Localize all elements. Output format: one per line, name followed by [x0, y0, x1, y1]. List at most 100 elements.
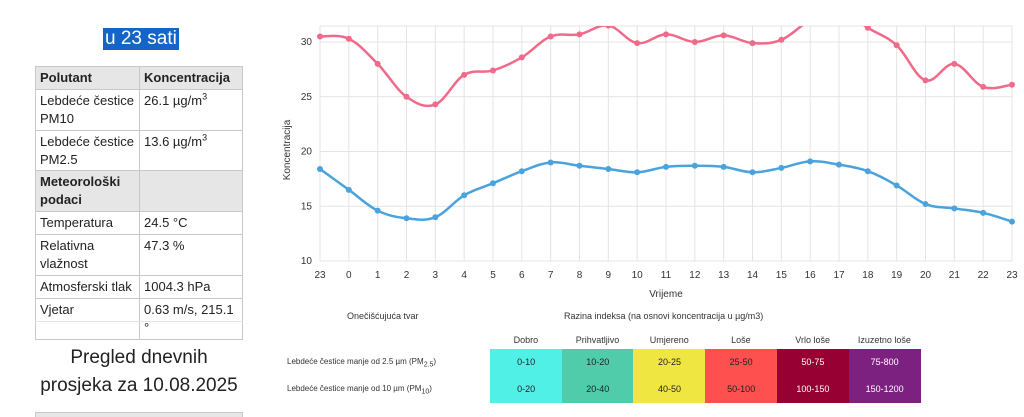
data-point: [1009, 81, 1015, 88]
data-point: [864, 26, 871, 31]
x-tick-label: 13: [718, 270, 730, 281]
y-tick-label: 30: [301, 37, 313, 48]
y-axis-label: Koncentracija: [282, 119, 293, 180]
index-cell: 40-50: [633, 376, 706, 403]
index-header: Razina indeksa (na osnovi koncentracija …: [564, 311, 764, 321]
x-tick-label: 3: [433, 270, 439, 281]
meteo-heading-empty: [139, 170, 243, 212]
index-cell: 0-20: [490, 376, 563, 403]
x-tick-label: 16: [805, 270, 817, 281]
x-tick-label: 23: [314, 270, 326, 281]
data-point: [518, 168, 525, 175]
data-point: [1009, 218, 1015, 225]
data-point: [490, 67, 496, 74]
data-point: [980, 209, 987, 216]
level-header: Izuzetno loše: [857, 335, 911, 345]
data-point: [980, 83, 987, 90]
data-point: [749, 169, 756, 176]
index-cell: 50-75: [776, 349, 849, 376]
meteo-name: Relativna vlažnost: [35, 234, 140, 276]
pollutant-name: Lebdeće čestice PM10: [35, 89, 140, 131]
data-point: [749, 40, 756, 47]
data-point: [922, 77, 929, 84]
index-cell: 10-20: [561, 349, 634, 376]
y-axis-ticks: 10 15 20 25 30: [301, 37, 313, 267]
table-row: Lebdeće čestice PM2.5 13.6 µg/m3: [35, 130, 243, 172]
data-point: [605, 166, 612, 173]
index-cell: 100-150: [776, 376, 849, 403]
meteo-value: 1004.3 hPa: [139, 275, 243, 299]
meteo-name: Atmosferski tlak: [35, 275, 140, 299]
meteo-value: 0.63 m/s, 215.1 °: [139, 298, 243, 340]
meteo-table: Meteorološki podaci Temperatura 24.5 °C R…: [35, 170, 243, 340]
x-tick-label: 10: [632, 270, 644, 281]
index-cell: 20-40: [561, 376, 634, 403]
data-point: [778, 164, 785, 171]
daily-summary-title: Pregled dnevnih prosjeka za 10.08.2025: [40, 347, 238, 396]
index-cell: 0-10: [490, 349, 563, 376]
time-heading: u 23 sati: [103, 28, 179, 50]
table-row: Temperatura 24.5 °C: [35, 211, 243, 235]
data-point: [605, 26, 612, 29]
index-cell: 150-1200: [848, 376, 921, 403]
data-point: [432, 101, 439, 108]
data-point: [547, 33, 554, 40]
level-header: Loše: [731, 335, 751, 345]
data-point: [864, 168, 871, 175]
data-point: [403, 93, 410, 100]
x-tick-label: 18: [862, 270, 874, 281]
x-tick-label: 19: [891, 270, 903, 281]
meteo-name: Vjetar: [35, 298, 140, 340]
data-point: [836, 161, 842, 168]
data-point: [547, 159, 554, 166]
data-point: [374, 60, 381, 67]
data-point: [691, 39, 698, 45]
table-row: Relativna vlažnost 47.3 %: [35, 234, 243, 276]
meteo-value: 47.3 %: [139, 234, 243, 276]
x-tick-label: 5: [490, 270, 496, 281]
x-tick-label: 12: [689, 270, 701, 281]
meteo-value: 24.5 °C: [139, 211, 243, 235]
data-point: [922, 201, 929, 208]
x-tick-label: 6: [519, 270, 525, 281]
pollutant-name: Lebdeće čestice PM2.5: [35, 130, 140, 172]
data-point: [663, 31, 669, 38]
x-tick-label: 21: [949, 270, 961, 281]
meteo-heading: Meteorološki podaci: [35, 170, 140, 212]
x-axis-label: Vrijeme: [649, 289, 683, 300]
data-point: [720, 163, 727, 170]
data-point: [634, 169, 641, 176]
table-row: Atmosferski tlak 1004.3 hPa: [35, 275, 243, 299]
data-point: [345, 35, 352, 42]
pollutant-table-header: Polutant Koncentracija: [35, 66, 243, 90]
data-point: [518, 54, 525, 61]
pollutant-value: 13.6 µg/m3: [139, 130, 243, 172]
x-tick-label: 22: [978, 270, 990, 281]
data-point: [807, 17, 813, 23]
pollutant-value: 26.1 µg/m3: [139, 89, 243, 131]
data-point: [663, 163, 669, 170]
y-tick-label: 10: [301, 256, 313, 267]
data-point: [576, 31, 583, 38]
x-axis-ticks: 23 0 1 2 3 4 5 6 7 8 9 10 11 12 13 14 15 16 17 18 19 20 21 22 23: [314, 270, 1018, 281]
meteo-name: Temperatura: [35, 211, 140, 235]
data-point: [807, 158, 814, 165]
x-tick-label: 17: [833, 270, 845, 281]
table-row: Lebdeće čestice PM10 26.1 µg/m3: [35, 89, 243, 131]
index-cell: 25-50: [705, 349, 778, 376]
y-tick-label: 15: [301, 201, 313, 212]
data-point: [720, 32, 727, 39]
level-header: Vrlo loše: [795, 335, 830, 345]
concentration-column-header: Koncentracija: [139, 66, 243, 90]
pollutant-header: Onečišćujuća tvar: [347, 311, 419, 321]
level-header: Dobro: [513, 335, 539, 345]
data-point: [432, 214, 439, 221]
x-tick-label: 15: [776, 270, 788, 281]
index-cell: 75-800: [848, 349, 921, 376]
level-header: Umjereno: [649, 335, 689, 345]
data-point: [403, 215, 410, 222]
x-tick-label: 11: [661, 270, 672, 281]
x-tick-label: 4: [461, 270, 467, 281]
pm10-row-label: Lebdeće čestice manje od 10 µm (PM10): [287, 384, 432, 396]
